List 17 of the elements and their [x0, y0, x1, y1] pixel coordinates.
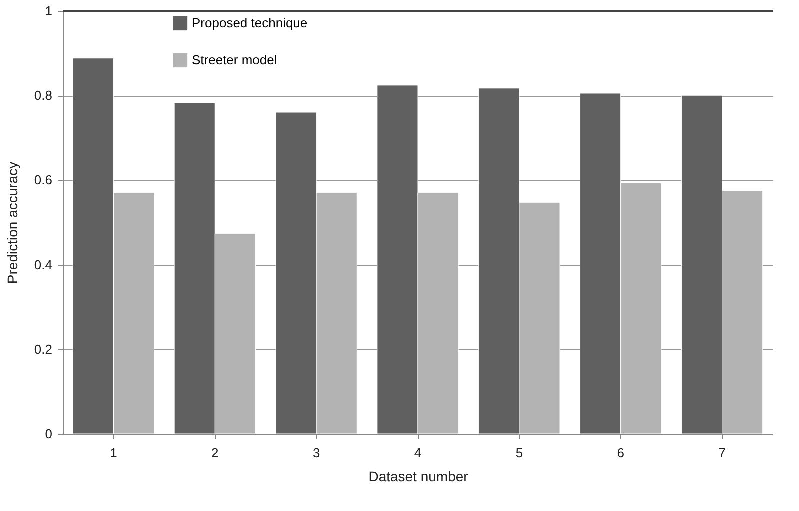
x-tick-label: 6 [617, 446, 624, 460]
y-tick-label: 0 [45, 426, 52, 442]
y-tick-label: 0.8 [34, 88, 52, 104]
y-tick-label: 0.6 [34, 172, 52, 188]
x-tick-label: 1 [110, 446, 118, 460]
y-axis-title: Prediction accuracy [4, 162, 20, 284]
x-tick-label: 3 [312, 446, 320, 460]
x-tick-label: 5 [516, 446, 524, 460]
legend-label: Proposed technique [192, 16, 308, 30]
y-tick-label: 0.4 [34, 257, 52, 272]
x-tick-label: 2 [212, 446, 219, 460]
x-axis-title: Dataset number [368, 468, 469, 484]
y-tick-label: 0.2 [34, 342, 52, 357]
legend-label: Streeter model [192, 52, 278, 68]
x-tick-label: 7 [718, 446, 726, 460]
x-tick-label: 4 [414, 446, 422, 460]
y-tick-label: 1 [45, 4, 52, 18]
